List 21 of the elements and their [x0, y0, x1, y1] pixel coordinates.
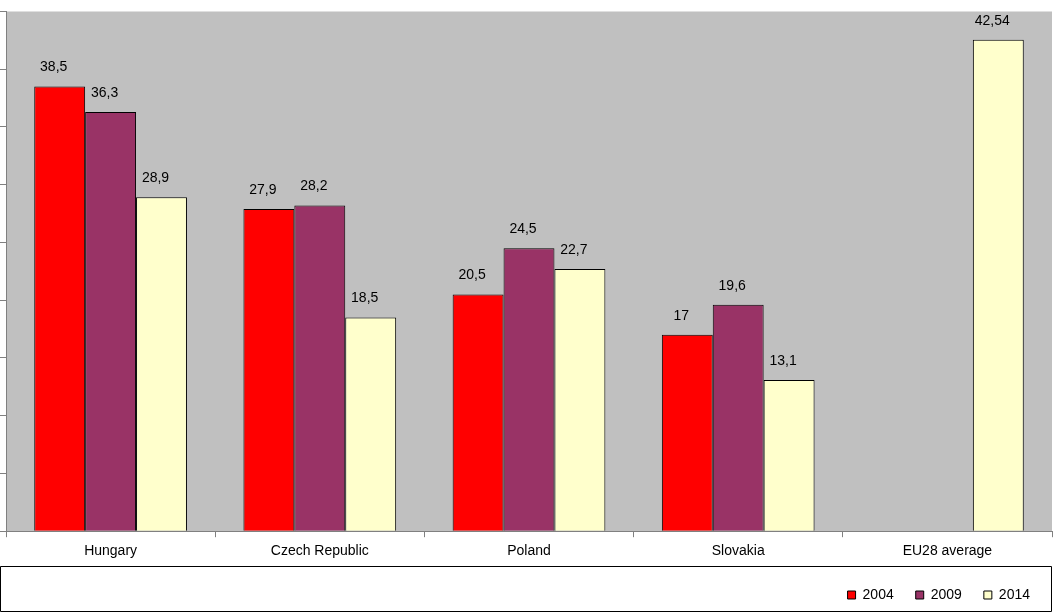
data-label: 28,9 [141, 169, 170, 186]
legend-label: 2009 [930, 585, 963, 602]
data-label: 36,3 [90, 83, 119, 100]
data-label: 24,5 [509, 220, 537, 237]
data-label: 42,54 [974, 11, 1011, 28]
data-label: 38,5 [40, 58, 68, 75]
data-label: 18,5 [351, 289, 379, 306]
x-tick-label: EU28 average [902, 542, 993, 559]
data-label: 22,7 [560, 240, 588, 257]
x-tick-label: Czech Republic [270, 542, 369, 559]
data-label: 13,1 [769, 351, 797, 368]
data-label: 17 [673, 306, 690, 323]
data-label: 28,2 [300, 177, 328, 194]
x-tick-label: Slovakia [711, 542, 765, 559]
data-label: 20,5 [458, 266, 486, 283]
legend-label: 2014 [998, 585, 1031, 602]
data-label: 27,9 [249, 180, 277, 197]
x-tick-label: Hungary [84, 542, 138, 559]
x-tick-label: Poland [507, 542, 551, 559]
data-label: 19,6 [718, 276, 747, 293]
legend-label: 2004 [862, 585, 894, 602]
